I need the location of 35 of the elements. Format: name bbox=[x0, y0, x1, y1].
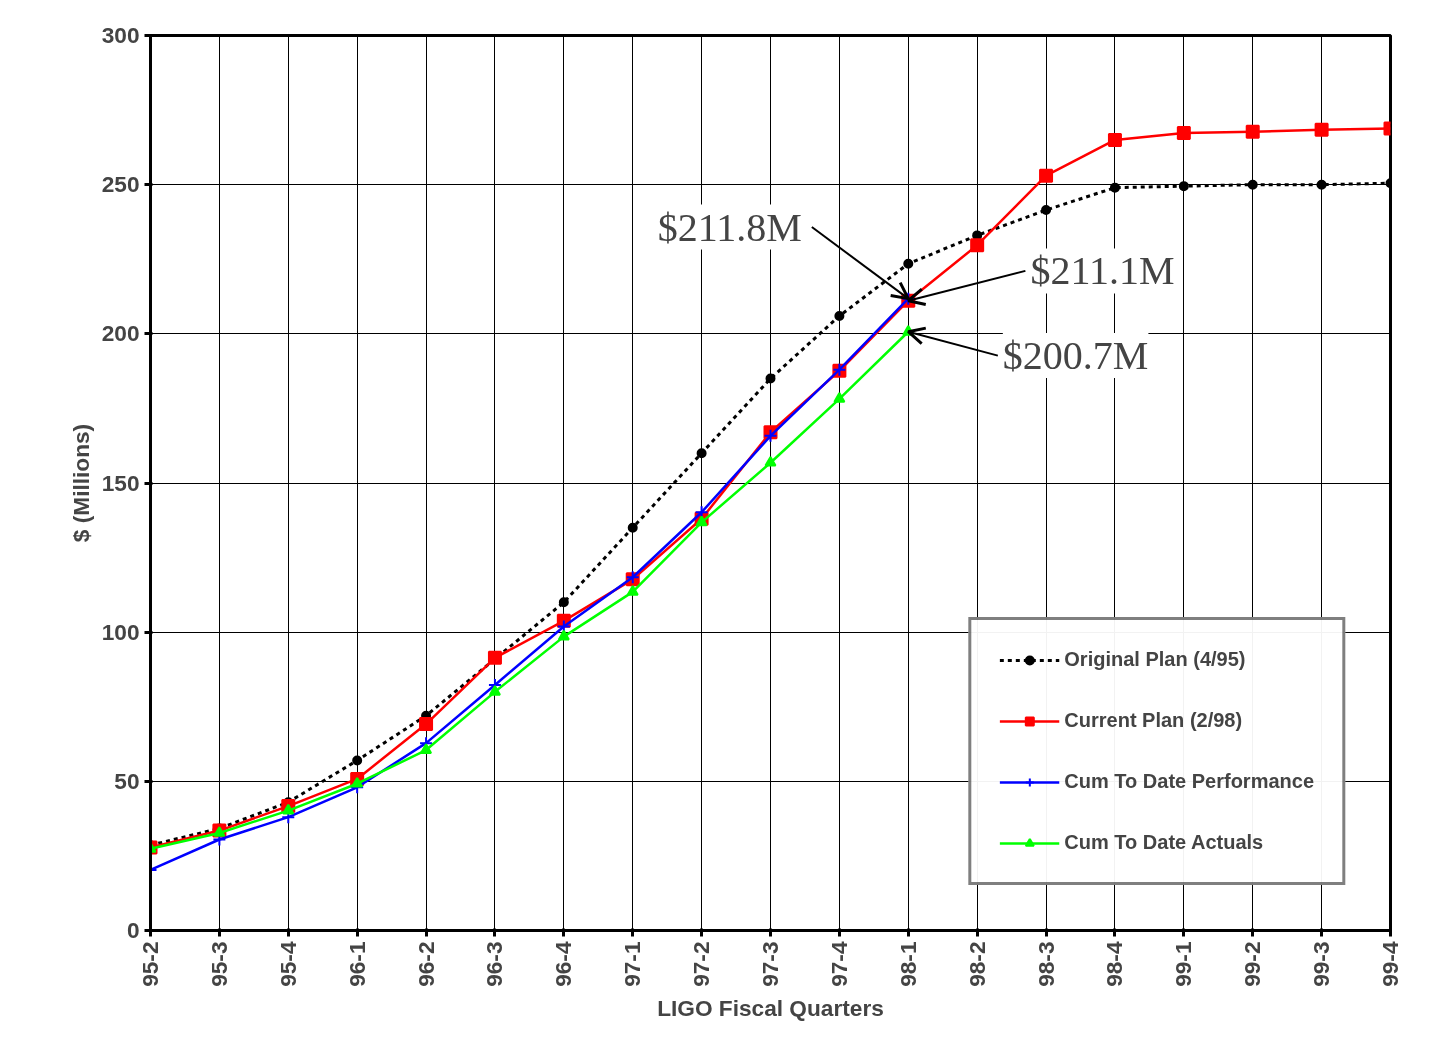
y-axis-title: $ (Millions) bbox=[67, 423, 94, 543]
y-tick-label: 50 bbox=[114, 767, 140, 794]
x-tick-label: 98-1 bbox=[894, 941, 921, 987]
x-tick-label: 99-1 bbox=[1170, 941, 1197, 987]
y-tick-label: 200 bbox=[101, 320, 140, 347]
legend-label: Cum To Date Actuals bbox=[1064, 831, 1264, 854]
annotation: $200.7M bbox=[1002, 333, 1149, 379]
x-tick-label: 95-4 bbox=[274, 941, 301, 987]
x-tick-label: 98-4 bbox=[1101, 941, 1128, 987]
y-tick-label: 300 bbox=[101, 22, 140, 48]
x-tick-label: 99-2 bbox=[1239, 941, 1266, 987]
x-tick-label: 97-1 bbox=[619, 941, 646, 987]
x-tick-label: 96-1 bbox=[343, 941, 370, 987]
x-tick-label: 98-2 bbox=[963, 941, 990, 987]
legend-label: Original Plan (4/95) bbox=[1064, 648, 1246, 671]
x-tick-label: 96-2 bbox=[412, 941, 439, 987]
x-tick-label: 98-3 bbox=[1032, 941, 1059, 987]
y-tick-label: 0 bbox=[126, 917, 140, 943]
x-tick-label: 95-2 bbox=[137, 941, 163, 987]
legend-label: Current Plan (2/98) bbox=[1064, 709, 1243, 732]
x-tick-label: 99-4 bbox=[1377, 941, 1403, 987]
x-tick-label: 99-3 bbox=[1308, 941, 1335, 987]
x-tick-label: 96-3 bbox=[481, 941, 508, 987]
annotation: $211.8M bbox=[657, 204, 802, 250]
x-tick-label: 96-4 bbox=[550, 941, 577, 987]
x-axis-title: LIGO Fiscal Quarters bbox=[657, 994, 884, 1021]
y-tick-label: 100 bbox=[101, 618, 140, 645]
y-tick-label: 250 bbox=[101, 171, 140, 198]
annotation: $211.1M bbox=[1030, 248, 1175, 294]
x-tick-label: 97-2 bbox=[688, 941, 715, 987]
x-tick-label: 95-3 bbox=[205, 941, 232, 987]
x-tick-label: 97-3 bbox=[757, 941, 783, 987]
x-tick-label: 97-4 bbox=[825, 941, 852, 987]
legend-label: Cum To Date Performance bbox=[1064, 770, 1314, 793]
y-tick-label: 150 bbox=[101, 469, 140, 496]
